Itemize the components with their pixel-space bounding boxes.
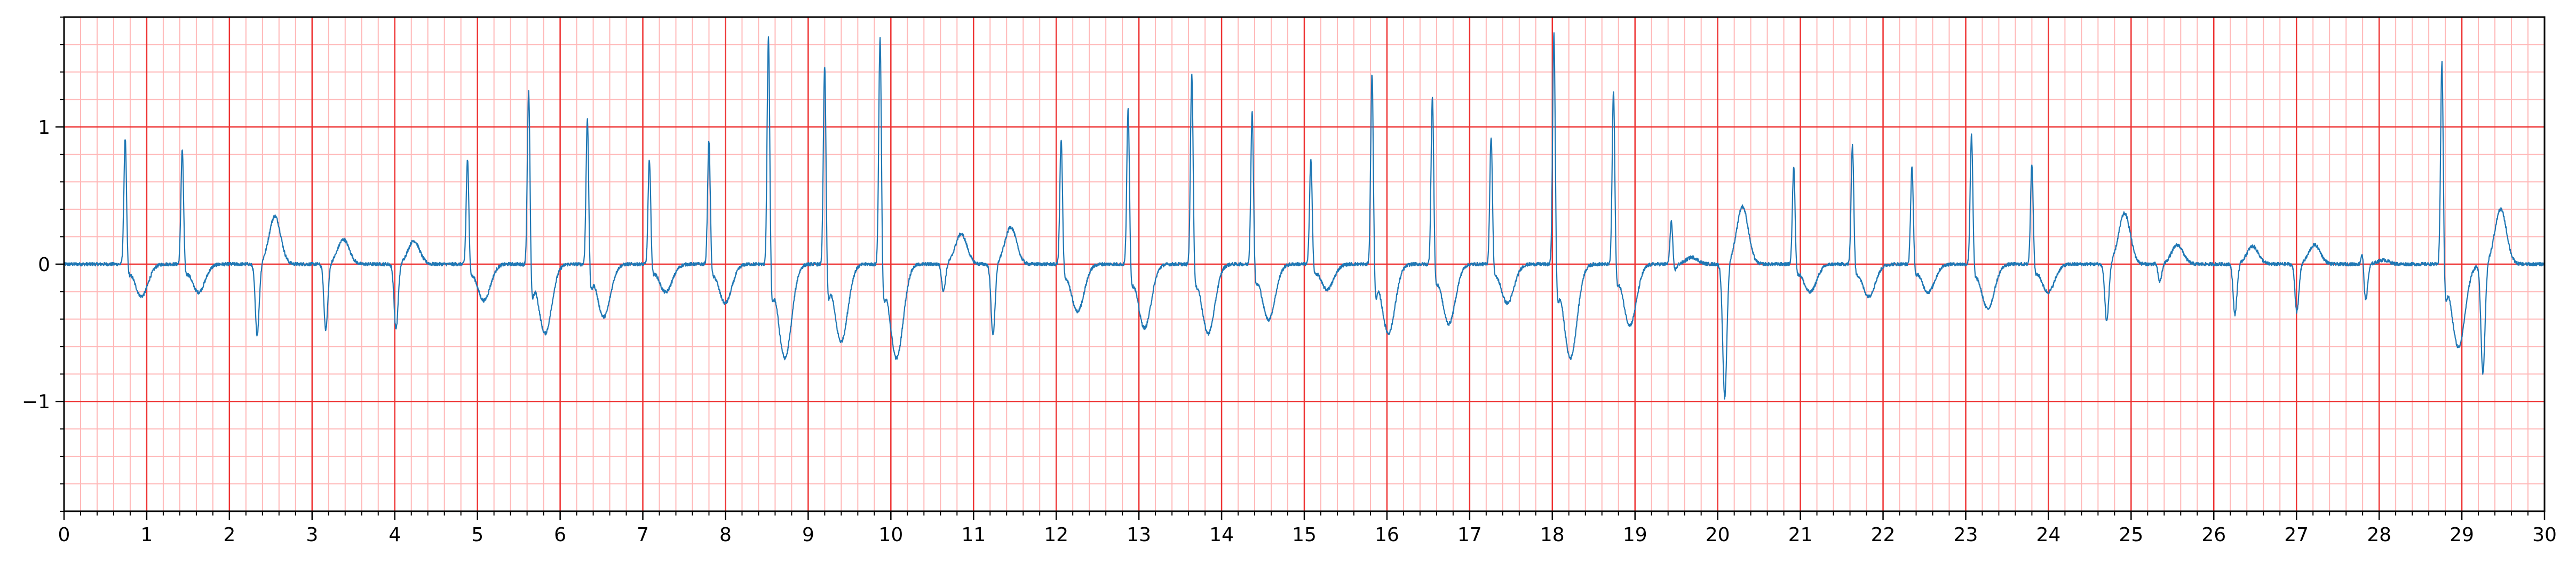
y-tick-label: 0: [38, 254, 50, 276]
x-tick-label: 0: [58, 524, 70, 546]
x-tick-label: 5: [471, 524, 484, 546]
x-tick-label: 23: [1954, 524, 1978, 546]
x-tick-label: 13: [1127, 524, 1151, 546]
x-tick-label: 9: [802, 524, 814, 546]
x-tick-label: 6: [554, 524, 566, 546]
x-tick-label: 24: [2036, 524, 2060, 546]
y-tick-label: 1: [38, 117, 50, 139]
x-tick-label: 2: [223, 524, 235, 546]
x-tick-label: 19: [1623, 524, 1647, 546]
x-tick-label: 25: [2119, 524, 2143, 546]
ecg-trace-line: [63, 32, 2546, 400]
x-tick-label: 10: [878, 524, 903, 546]
x-tick-label: 3: [306, 524, 318, 546]
x-tick-label: 16: [1375, 524, 1399, 546]
x-tick-label: 22: [1871, 524, 1896, 546]
x-tick-label: 14: [1209, 524, 1234, 546]
x-tick-label: 11: [961, 524, 986, 546]
x-tick-label: 27: [2284, 524, 2309, 546]
x-tick-label: 12: [1044, 524, 1068, 546]
x-tick-label: 20: [1706, 524, 1730, 546]
x-tick-label: 15: [1292, 524, 1317, 546]
x-tick-label: 30: [2532, 524, 2557, 546]
x-tick-label: 26: [2201, 524, 2226, 546]
x-axis: 0 1 2 3 4 5 6 7 8 9 10 11 12 13 14 15 16 17 18 19 20 21 22 23 24…: [58, 511, 2557, 546]
x-tick-label: 1: [140, 524, 153, 546]
y-axis: −1 0 1: [22, 17, 64, 512]
x-tick-label: 4: [389, 524, 401, 546]
x-tick-label: 28: [2367, 524, 2391, 546]
x-tick-label: 17: [1457, 524, 1482, 546]
x-tick-label: 18: [1540, 524, 1565, 546]
x-tick-label: 21: [1788, 524, 1813, 546]
x-tick-label: 7: [637, 524, 649, 546]
x-tick-label: 29: [2450, 524, 2474, 546]
x-tick-label: 8: [719, 524, 732, 546]
trace-group: [63, 32, 2546, 400]
y-tick-label: −1: [22, 391, 50, 413]
